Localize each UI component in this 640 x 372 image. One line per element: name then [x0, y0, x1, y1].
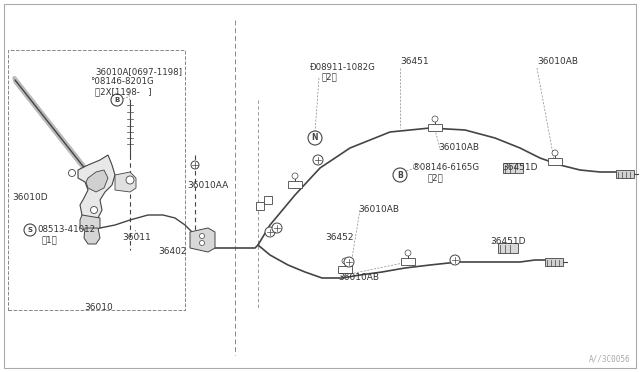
Text: 36451D: 36451D	[490, 237, 525, 247]
Bar	[545, 258, 563, 266]
Text: 36010D: 36010D	[12, 193, 47, 202]
Text: 36452: 36452	[325, 234, 353, 243]
Text: B: B	[115, 97, 120, 103]
Text: 〨1〩: 〨1〩	[42, 235, 58, 244]
Circle shape	[200, 241, 205, 246]
Bar	[264, 196, 272, 204]
Polygon shape	[190, 228, 215, 252]
Circle shape	[126, 176, 134, 184]
Circle shape	[24, 224, 36, 236]
Bar	[498, 243, 518, 253]
Text: 36451: 36451	[400, 58, 429, 67]
Text: 08513-41012: 08513-41012	[37, 225, 95, 234]
Bar	[428, 124, 442, 131]
Text: S: S	[28, 227, 33, 233]
Text: °08146-8201G: °08146-8201G	[90, 77, 154, 87]
Bar	[8, 50, 185, 310]
Text: 36010AB: 36010AB	[358, 205, 399, 215]
Circle shape	[405, 250, 411, 256]
Circle shape	[393, 168, 407, 182]
Text: N: N	[312, 134, 318, 142]
Bar	[338, 266, 352, 273]
Circle shape	[265, 227, 275, 237]
Polygon shape	[115, 172, 136, 192]
Text: 36010AB: 36010AB	[438, 144, 479, 153]
Bar	[256, 202, 264, 210]
Text: ®08146-6165G: ®08146-6165G	[412, 164, 480, 173]
Circle shape	[272, 223, 282, 233]
Circle shape	[68, 170, 76, 176]
Text: 36010AB: 36010AB	[338, 273, 379, 282]
Circle shape	[432, 116, 438, 122]
Text: 36011: 36011	[122, 232, 151, 241]
Circle shape	[552, 150, 558, 156]
Polygon shape	[80, 215, 100, 232]
Text: 〨2X[1198-   ]: 〨2X[1198- ]	[95, 87, 152, 96]
Circle shape	[292, 173, 298, 179]
Text: A//3C0056: A//3C0056	[588, 355, 630, 364]
Circle shape	[90, 206, 97, 214]
Text: 36010A[0697-1198]: 36010A[0697-1198]	[95, 67, 182, 77]
Circle shape	[308, 131, 322, 145]
Text: 〨2〩: 〨2〩	[322, 73, 338, 81]
Circle shape	[342, 258, 348, 264]
Text: B: B	[397, 170, 403, 180]
Circle shape	[344, 257, 354, 267]
Text: 36402: 36402	[158, 247, 186, 257]
Circle shape	[191, 161, 199, 169]
Bar	[288, 181, 302, 188]
Polygon shape	[84, 228, 100, 244]
Text: 36451D: 36451D	[502, 164, 538, 173]
Text: 36010AA: 36010AA	[187, 182, 228, 190]
Polygon shape	[86, 170, 108, 192]
Polygon shape	[78, 155, 115, 220]
Bar	[616, 170, 634, 178]
Circle shape	[313, 155, 323, 165]
Text: 〨2〩: 〨2〩	[428, 173, 444, 183]
Circle shape	[450, 255, 460, 265]
Bar	[548, 158, 562, 165]
Circle shape	[111, 94, 123, 106]
Bar	[503, 163, 523, 173]
Circle shape	[200, 234, 205, 238]
Text: Ð08911-1082G: Ð08911-1082G	[310, 64, 376, 73]
Bar	[401, 258, 415, 265]
Text: 36010: 36010	[84, 304, 113, 312]
Text: 36010AB: 36010AB	[537, 58, 578, 67]
